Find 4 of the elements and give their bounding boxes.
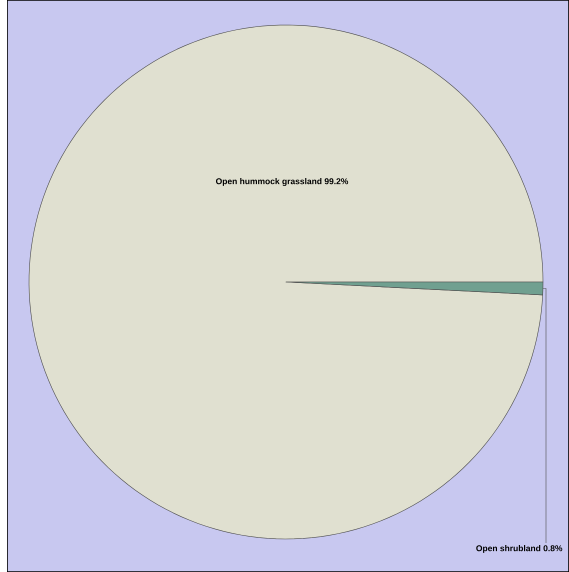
slice-label: Open hummock grassland: [216, 178, 322, 186]
data-label: 99.2%: [324, 178, 348, 184]
slice-label: Open shrubland: [476, 545, 540, 553]
data-label: 0.8%: [544, 545, 562, 552]
